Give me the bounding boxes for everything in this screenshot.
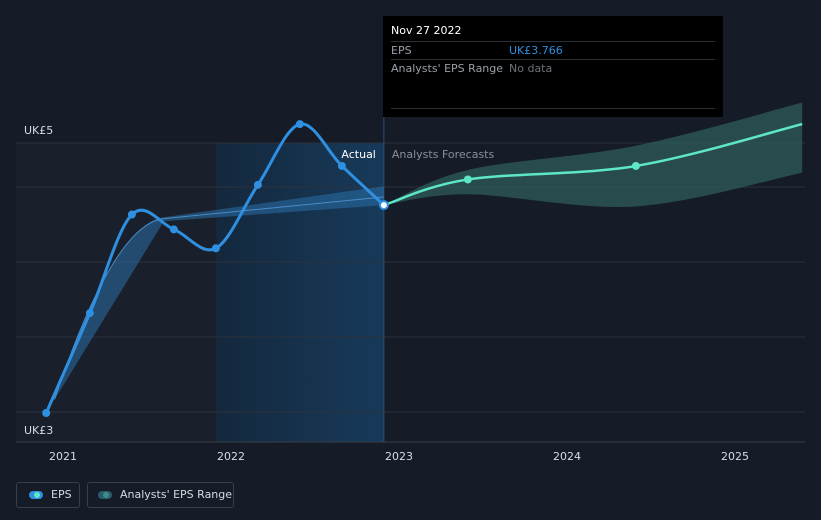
eps-current-point xyxy=(378,200,389,211)
eps-point xyxy=(253,180,262,189)
forecast-point xyxy=(463,175,472,184)
eps-swatch-icon xyxy=(29,491,43,499)
eps-point xyxy=(169,225,178,234)
eps-point xyxy=(85,309,94,318)
forecast-point xyxy=(631,161,640,170)
eps-point xyxy=(42,409,51,417)
forecast-line xyxy=(383,122,803,207)
actual-band xyxy=(215,143,384,442)
range-swatch-icon xyxy=(98,491,112,499)
tooltip-range-label: Analysts' EPS Range xyxy=(391,62,504,75)
x-tick-label: 2024 xyxy=(553,450,581,463)
y-label-top: UK£5 xyxy=(24,124,53,137)
tooltip-date: Nov 27 2022 xyxy=(391,24,462,37)
past-estimate-band xyxy=(54,186,384,400)
legend-eps[interactable]: EPS xyxy=(16,482,80,508)
eps-point xyxy=(127,210,136,219)
x-tick-label: 2021 xyxy=(49,450,77,463)
tooltip-row-eps: EPS UK£3.766 xyxy=(391,41,715,60)
eps-point xyxy=(295,120,304,129)
legend-analysts-range[interactable]: Analysts' EPS Range xyxy=(87,482,234,508)
y-label-bottom: UK£3 xyxy=(24,424,53,437)
eps-point xyxy=(211,244,220,253)
tooltip-eps-label: EPS xyxy=(391,44,412,57)
legend-eps-label: EPS xyxy=(51,488,72,501)
x-tick-label: 2022 xyxy=(217,450,245,463)
analysts-range-area xyxy=(383,102,803,207)
tooltip-range-value: No data xyxy=(509,62,553,75)
x-tick-label: 2025 xyxy=(721,450,749,463)
forecast-label: Analysts Forecasts xyxy=(392,148,495,161)
eps-point xyxy=(337,161,346,170)
x-tick-label: 2023 xyxy=(385,450,413,463)
tooltip-eps-value: UK£3.766 xyxy=(509,44,563,57)
legend-range-label: Analysts' EPS Range xyxy=(120,488,233,501)
tooltip-row-range: Analysts' EPS Range No data xyxy=(391,59,715,78)
tooltip-divider xyxy=(391,108,715,109)
tooltip: Nov 27 2022 EPS UK£3.766 Analysts' EPS R… xyxy=(383,16,723,117)
actual-label: Actual xyxy=(341,148,375,161)
